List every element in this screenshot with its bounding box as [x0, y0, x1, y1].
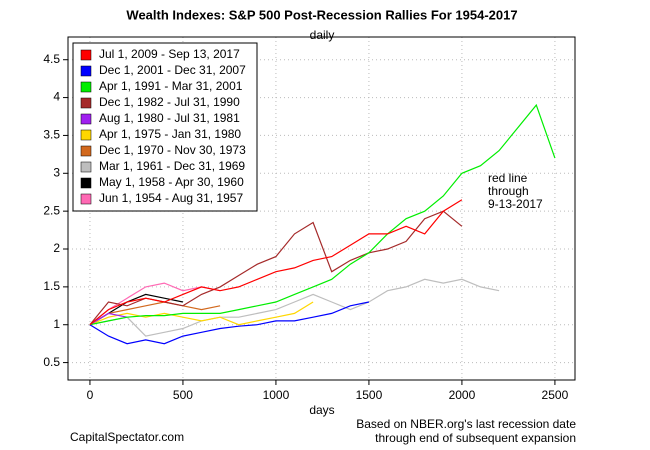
legend-swatch [80, 177, 92, 189]
y-tick-label: 1 [53, 317, 60, 331]
series-line [89, 301, 370, 345]
plot-frame [67, 36, 576, 381]
series-line [89, 301, 221, 326]
legend-label: Apr 1, 1991 - Mar 31, 2001 [99, 79, 243, 93]
y-tick-label: 0.5 [43, 355, 60, 369]
legend-swatch [80, 49, 92, 61]
legend-swatch [80, 161, 92, 173]
legend-swatch [80, 129, 92, 141]
legend-label: Dec 1, 1970 - Nov 30, 1973 [99, 143, 246, 157]
annotation: 9-13-2017 [488, 197, 543, 211]
y-tick-label: 3.5 [43, 128, 60, 142]
legend-label: Jul 1, 2009 - Sep 13, 2017 [99, 47, 240, 61]
legend-label: Dec 1, 1982 - Jul 31, 1990 [99, 95, 240, 109]
x-tick-label: 0 [87, 388, 94, 402]
x-axis-label: days [309, 403, 334, 417]
series-line [89, 103, 556, 326]
legend-swatch [80, 193, 92, 205]
series-line [89, 312, 128, 326]
annotation: red line [488, 171, 528, 185]
chart-title: Wealth Indexes: S&P 500 Post-Recession R… [126, 7, 517, 22]
series-line [89, 278, 500, 337]
series-line [89, 301, 314, 326]
legend-frame [72, 42, 258, 212]
y-tick-label: 2.5 [43, 203, 60, 217]
legend-swatch [80, 65, 92, 77]
y-tick-label: 4.5 [43, 52, 60, 66]
annotation: through [488, 184, 529, 198]
x-tick-label: 2500 [542, 388, 569, 402]
y-tick-label: 4 [53, 90, 60, 104]
legend-label: Jun 1, 1954 - Aug 31, 1957 [99, 191, 243, 205]
series-line [89, 293, 184, 326]
x-tick-label: 500 [173, 388, 193, 402]
legend-swatch [80, 113, 92, 125]
legend-swatch [80, 81, 92, 93]
x-tick-label: 1000 [263, 388, 290, 402]
x-tick-label: 2000 [449, 388, 476, 402]
note: Based on NBER.org's last recession date [356, 417, 576, 431]
legend-label: Aug 1, 1980 - Jul 31, 1981 [99, 111, 240, 125]
legend-label: Dec 1, 2001 - Dec 31, 2007 [99, 63, 246, 77]
subtitle: daily [310, 28, 335, 42]
legend-label: Apr 1, 1975 - Jan 31, 1980 [99, 127, 241, 141]
y-tick-label: 3 [53, 165, 60, 179]
series-line [89, 210, 463, 326]
legend-swatch [80, 145, 92, 157]
series-line [89, 199, 463, 326]
y-tick-label: 2 [53, 241, 60, 255]
note: through end of subsequent expansion [375, 431, 576, 445]
legend-label: May 1, 1958 - Apr 30, 1960 [99, 175, 244, 189]
x-tick-label: 1500 [356, 388, 383, 402]
legend-label: Mar 1, 1961 - Dec 31, 1969 [99, 159, 245, 173]
source: CapitalSpectator.com [70, 430, 184, 444]
y-tick-label: 1.5 [43, 279, 60, 293]
legend-swatch [80, 97, 92, 109]
